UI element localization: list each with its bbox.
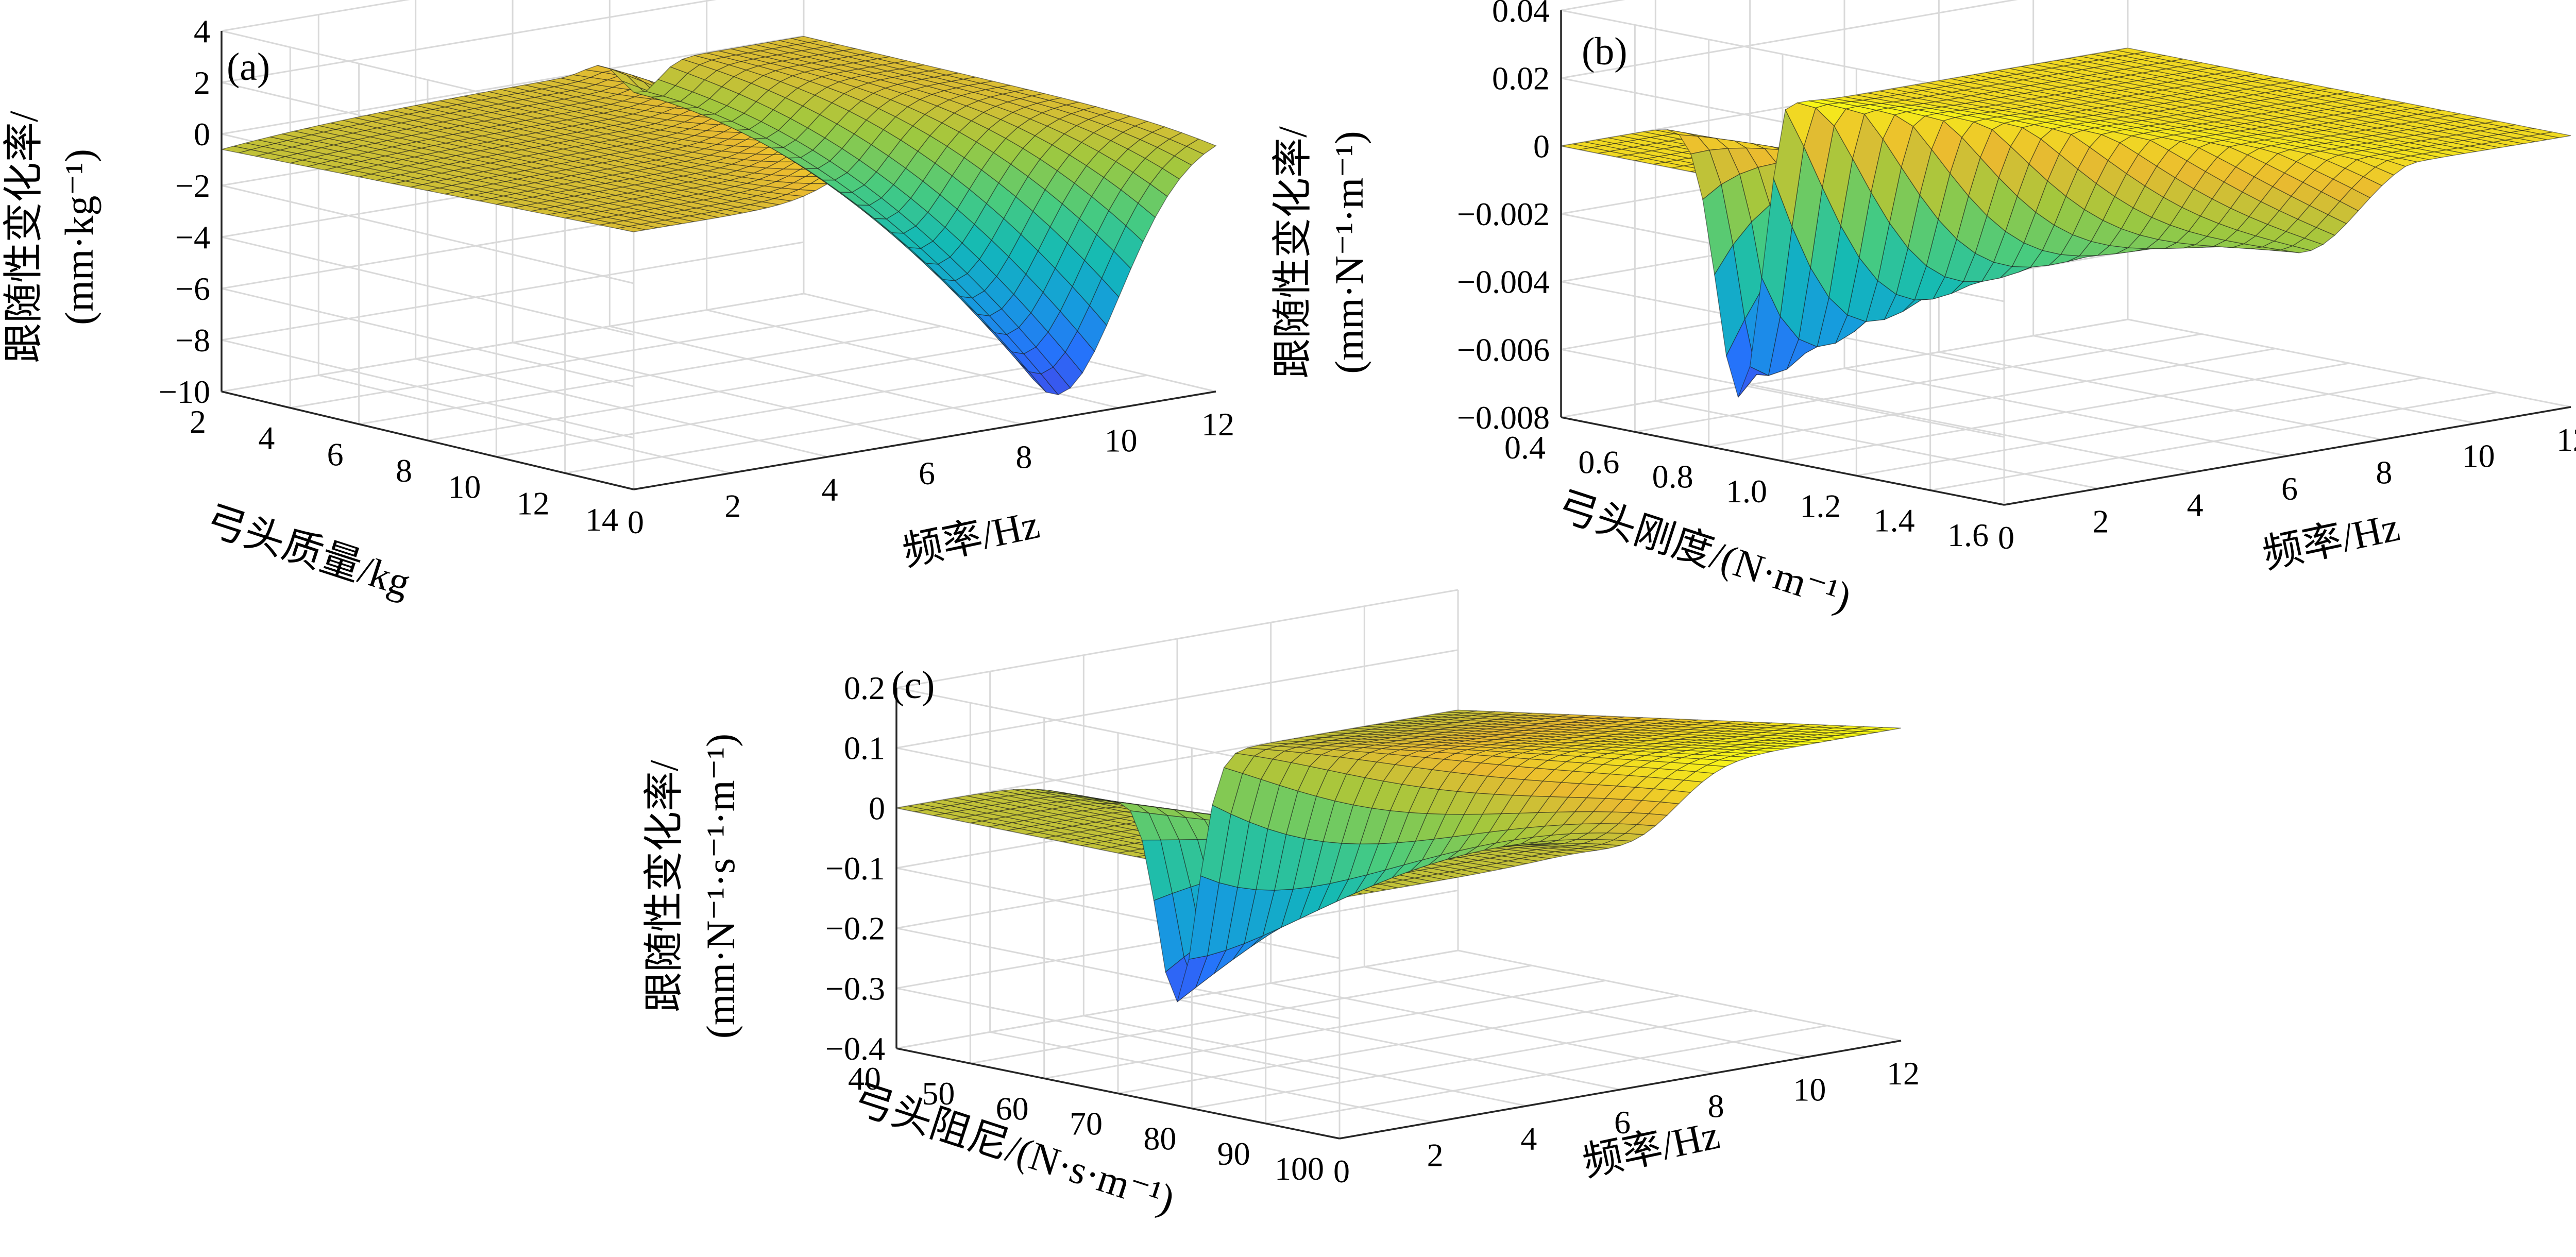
x-tick-label: 8 <box>2376 454 2392 490</box>
y-tick-label: 0.6 <box>1578 444 1619 480</box>
x-tick-label: 2 <box>2092 503 2109 539</box>
z-tick-label: −2 <box>175 167 210 204</box>
panel-b-label: (b) <box>1582 30 1628 73</box>
x-tick-label: 6 <box>919 455 935 491</box>
z-tick-label: 0 <box>194 116 210 152</box>
panel-c-label: (c) <box>891 664 935 707</box>
x-tick-label: 0 <box>1333 1153 1350 1190</box>
z-tick-label: 0 <box>869 790 885 826</box>
y-tick-label: 1.4 <box>1874 502 1915 539</box>
panel-a-y-label: 弓头质量/kg <box>200 497 416 605</box>
z-tick-label: −0.4 <box>825 1030 885 1067</box>
panel-c-z-label-line2: (mm·N⁻¹·s⁻¹·m⁻¹) <box>698 734 743 1039</box>
z-tick-label: −10 <box>159 373 210 410</box>
x-tick-label: 0 <box>1998 519 2014 556</box>
y-axis-line <box>1561 416 2005 506</box>
y-tick-label: 1.2 <box>1800 487 1841 524</box>
panel-b-surface <box>1561 47 2571 398</box>
x-tick-label: 12 <box>1887 1055 1920 1092</box>
y-tick-label: 90 <box>1217 1135 1250 1172</box>
z-tick-label: −0.2 <box>825 910 885 947</box>
x-tick-label: 2 <box>724 487 741 524</box>
panel-c-z-label-line1: 跟随性变化率/ <box>641 760 686 1012</box>
x-tick-label: 10 <box>2462 438 2495 474</box>
x-tick-label: 12 <box>2556 421 2576 458</box>
x-tick-label: 4 <box>1520 1120 1537 1157</box>
z-tick-label: 0 <box>1533 128 1550 164</box>
panel-a-surface <box>221 36 1217 396</box>
x-axis-line <box>2004 406 2571 506</box>
y-tick-label: 2 <box>190 403 206 440</box>
z-tick-label: 0.2 <box>844 670 885 706</box>
z-tick-label: −8 <box>175 322 210 359</box>
y-tick-label: 1.0 <box>1726 473 1767 509</box>
panel-a-x-label: 频率/Hz <box>899 502 1043 574</box>
z-tick-label: −6 <box>175 270 210 307</box>
panel-a-ticks: 0 2 4 6 8 10 12 2 4 6 8 10 12 14 −10 −8 −6 −4 −2 0 2 4 <box>159 13 1234 540</box>
x-tick-label: 4 <box>822 471 838 508</box>
y-tick-label: 6 <box>327 436 344 472</box>
y-axis-line <box>221 390 634 490</box>
y-tick-label: 1.6 <box>1947 517 1989 553</box>
surface-facet <box>791 36 821 43</box>
y-tick-label: 10 <box>448 469 481 505</box>
y-tick-label: 12 <box>517 485 550 521</box>
z-tick-label: −4 <box>175 219 210 256</box>
y-tick-label: 14 <box>585 501 618 538</box>
panel-b-z-label-line1: 跟随性变化率/ <box>1270 126 1315 379</box>
x-tick-label: 12 <box>1201 406 1234 443</box>
x-tick-label: 0 <box>628 504 644 540</box>
z-tick-label: −0.004 <box>1457 264 1550 300</box>
y-tick-label: 0.8 <box>1652 458 1693 495</box>
panel-a-z-label-line1: 跟随性变化率/ <box>1 111 46 363</box>
panel-a-grid <box>221 0 1216 490</box>
panel-a-label: (a) <box>227 45 270 89</box>
panel-a: 0 2 4 6 8 10 12 2 4 6 8 10 12 14 −10 −8 −6 −4 −2 0 2 4 (a) 跟随… <box>1 0 1234 605</box>
z-tick-label: −0.002 <box>1457 196 1550 232</box>
z-tick-label: 4 <box>194 13 210 49</box>
y-tick-label: 80 <box>1143 1120 1176 1157</box>
z-tick-label: 0.04 <box>1492 0 1550 29</box>
panel-b-z-label-line2: (mm·N⁻¹·m⁻¹) <box>1327 131 1371 373</box>
z-tick-label: 2 <box>194 64 210 101</box>
x-tick-label: 10 <box>1793 1072 1826 1108</box>
panel-b-x-label: 频率/Hz <box>2259 504 2403 577</box>
y-tick-label: 4 <box>258 420 275 456</box>
x-tick-label: 10 <box>1105 422 1138 459</box>
z-tick-label: −0.1 <box>825 850 885 887</box>
x-tick-label: 2 <box>1427 1136 1444 1173</box>
z-tick-label: −0.008 <box>1457 399 1550 436</box>
z-tick-label: −0.3 <box>825 970 885 1007</box>
z-tick-label: 0.1 <box>844 730 885 767</box>
panel-a-z-label-line2: (mm·kg⁻¹) <box>57 149 101 325</box>
y-tick-label: 70 <box>1070 1106 1103 1142</box>
x-axis-line <box>633 390 1216 490</box>
x-tick-label: 8 <box>1015 438 1032 475</box>
z-tick-label: −0.006 <box>1457 331 1550 368</box>
x-tick-label: 6 <box>2281 470 2298 507</box>
y-tick-label: 100 <box>1275 1150 1324 1187</box>
panel-c-x-label: 频率/Hz <box>1579 1112 1723 1185</box>
panel-b: 0246810120.40.60.81.01.21.41.6−0.008−0.0… <box>1270 0 2576 620</box>
z-tick-label: 0.02 <box>1492 60 1550 97</box>
x-tick-label: 4 <box>2187 487 2204 523</box>
y-tick-label: 8 <box>396 452 412 489</box>
